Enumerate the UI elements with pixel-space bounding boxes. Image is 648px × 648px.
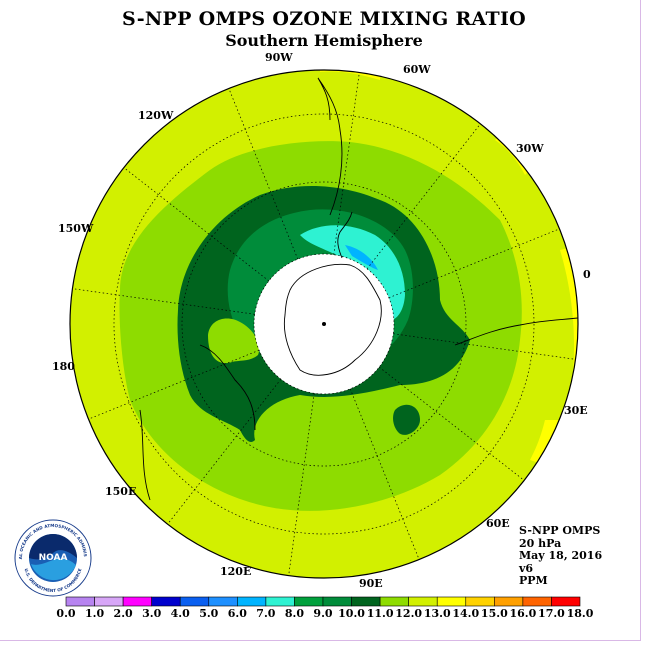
meridian-line (366, 123, 481, 270)
colorbar-tick-label: 18.0 (566, 607, 594, 620)
meridian-line (228, 88, 299, 260)
colorbar-segment (351, 596, 381, 607)
colorbar-segment (208, 596, 238, 607)
south-america-coast (317, 77, 343, 216)
colorbar-segment (379, 596, 409, 607)
colorbar-tick-label: 2.0 (113, 607, 133, 620)
meridians (72, 72, 576, 576)
lon-label-120w: 120W (138, 109, 174, 122)
lon-label-90e: 90E (359, 577, 383, 590)
colorbar-tick-label: 6.0 (227, 607, 247, 620)
lon-label-0: 0 (583, 268, 591, 281)
info-instrument: S-NPP OMPS (519, 524, 601, 537)
lon-label-60e: 60E (486, 517, 510, 530)
meridian-line (349, 388, 420, 560)
band-9-10-patch (393, 404, 420, 435)
colorbar-tick-label: 8.0 (284, 607, 305, 620)
colorbar-segment (408, 596, 438, 607)
map-title: S-NPP OMPS OZONE MIXING RATIO (121, 8, 527, 30)
info-level: 20 hPa (519, 536, 562, 550)
meridian-line (288, 393, 315, 576)
band-7-8 (300, 225, 405, 320)
colorbar-segment (494, 596, 524, 607)
colorbar-segment (265, 596, 295, 607)
meridian-line (88, 349, 260, 420)
colorbar-tick-label: 7.0 (256, 607, 276, 620)
colorbar-segment (122, 596, 152, 607)
colorbar-segment (322, 596, 352, 607)
new-zealand-coast (139, 409, 151, 501)
coastlines (139, 77, 579, 501)
colorbar-tick-label: 4.0 (170, 607, 190, 620)
colorbar-tick-label: 12.0 (395, 607, 423, 620)
map-subtitle: Southern Hemisphere (225, 31, 423, 50)
colorbar-segment (179, 596, 210, 607)
colorbar-tick-label: 17.0 (538, 607, 565, 620)
colorbar-tick-label: 13.0 (423, 607, 451, 620)
meridian-line (393, 333, 576, 360)
patch-12-13-east (560, 240, 578, 430)
noaa-logo-text: NOAA (39, 553, 68, 563)
south-pole-marker (322, 322, 326, 326)
colorbar-segment (65, 596, 95, 607)
meridian-line (123, 167, 270, 282)
colorbar-tick-label: 0.0 (56, 607, 76, 620)
colorbar-tick-label: 16.0 (509, 607, 537, 620)
colorbar-segment (465, 596, 495, 607)
lon-label-60w: 60W (403, 63, 431, 76)
lon-label-150e: 150E (105, 485, 137, 498)
antarctica-coast (283, 263, 382, 376)
meridian-line (333, 72, 360, 255)
meridian-line (378, 366, 525, 481)
lon-label-180: 180 (52, 360, 75, 373)
meridian-line (388, 228, 560, 299)
colorbar-tick-label: 10.0 (338, 607, 365, 620)
colorbar-tick-label: 9.0 (313, 607, 333, 620)
noaa-logo: NATIONAL OCEANIC AND ATMOSPHERIC ADMINIS… (14, 519, 92, 597)
colorbar-tick-label: 5.0 (199, 607, 219, 620)
band-10-11-inner (208, 318, 260, 364)
colorbar (65, 596, 581, 607)
africa-coast (454, 317, 579, 346)
colorbar-segment (237, 596, 267, 607)
antarctic-peninsula (337, 211, 353, 259)
colorbar-segment (94, 596, 124, 607)
graticule (72, 72, 576, 576)
colorbar-tick-label: 1.0 (84, 607, 105, 620)
colorbar-segment (436, 596, 467, 607)
info-version: v6 (519, 561, 534, 575)
colorbar-segment (522, 596, 552, 607)
colorbar-segment (294, 596, 324, 607)
figure-frame (0, 0, 641, 641)
colorbar-tick-label: 15.0 (480, 607, 508, 620)
meridian-line (167, 378, 282, 525)
lon-label-90w: 90W (265, 51, 293, 64)
info-units: PPM (519, 574, 548, 587)
lon-label-120e: 120E (220, 565, 252, 578)
info-date: May 18, 2016 (519, 549, 603, 562)
colorbar-tick-label: 3.0 (142, 607, 162, 620)
map-boundary (69, 69, 579, 579)
band-6-7 (345, 245, 378, 270)
lon-label-30e: 30E (564, 404, 588, 417)
australia-coast (199, 344, 256, 431)
colorbar-segment (151, 596, 181, 607)
colorbar-segment (551, 596, 581, 607)
latitude-circle (113, 113, 535, 535)
meridian-line (72, 288, 255, 315)
lon-label-150w: 150W (58, 222, 94, 235)
lon-label-30w: 30W (516, 142, 544, 155)
latitude-circle (181, 181, 467, 467)
colorbar-tick-label: 14.0 (452, 607, 480, 620)
latitude-circle (253, 253, 395, 395)
patch-12-13-north (320, 70, 380, 80)
info-block: S-NPP OMPS 20 hPa May 18, 2016 v6 PPM (519, 524, 603, 588)
colorbar-labels: 0.0 1.0 2.0 3.0 4.0 5.0 6.0 7.0 8.0 9.0 10.0 11.0 12… (0, 607, 648, 621)
colorbar-tick-label: 11.0 (366, 607, 394, 620)
